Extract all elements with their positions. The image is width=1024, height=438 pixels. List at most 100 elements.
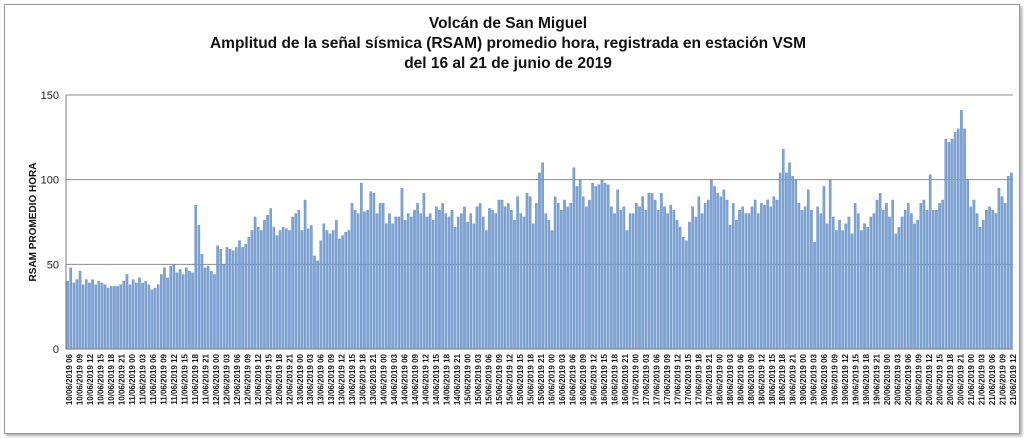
- bar-88: [341, 235, 344, 350]
- bar-288: [966, 179, 969, 350]
- bar-268: [903, 209, 907, 350]
- bar-274: [922, 199, 926, 350]
- bar-10: [97, 281, 101, 350]
- x-tick-label: 11/06/2019 21: [201, 353, 210, 404]
- bar-219: [750, 206, 754, 350]
- bar-301: [1007, 176, 1010, 350]
- bar-217: [744, 213, 748, 350]
- bar-134: [485, 230, 488, 350]
- bar-65: [269, 208, 272, 350]
- bar-179: [625, 230, 629, 350]
- x-tick-label: 10/06/2019 21: [117, 353, 126, 405]
- y-tick-label-0: 0: [53, 344, 59, 356]
- bar-225: [769, 206, 773, 350]
- bar-302: [1010, 172, 1013, 350]
- bar-14: [110, 286, 113, 350]
- bar-50: [222, 264, 226, 350]
- bar-235: [800, 209, 804, 350]
- x-tick-label: 11/06/2019 00: [128, 353, 137, 404]
- x-tick-label: 19/06/2019 06: [820, 353, 829, 405]
- bar-267: [900, 216, 904, 350]
- bar-265: [894, 233, 898, 350]
- bar-26: [147, 284, 151, 350]
- x-tick-label: 19/06/2019 12: [841, 353, 850, 405]
- bar-257: [869, 216, 873, 350]
- bar-121: [444, 213, 448, 350]
- bar-111: [413, 209, 416, 350]
- bar-94: [360, 182, 363, 350]
- x-tick-label: 14/06/2019 09: [411, 353, 420, 405]
- bar-266: [897, 226, 901, 350]
- bar-280: [941, 199, 944, 350]
- bar-224: [766, 199, 769, 350]
- bar-146: [522, 216, 526, 350]
- bar-47: [213, 274, 216, 350]
- bar-108: [403, 220, 407, 350]
- x-tick-label: 17/06/2019 00: [631, 353, 640, 405]
- bar-7: [88, 282, 91, 350]
- bar-285: [957, 128, 960, 350]
- bar-46: [210, 270, 213, 350]
- x-tick-label: 14/06/2019 00: [380, 353, 389, 405]
- x-tick-label: 20/06/2019 12: [925, 353, 934, 405]
- bar-277: [932, 209, 935, 350]
- bar-184: [641, 196, 644, 350]
- bar-297: [994, 213, 998, 350]
- x-tick-label: 17/06/2019 09: [663, 353, 672, 405]
- bar-294: [985, 209, 988, 350]
- bar-81: [319, 240, 323, 350]
- bar-244: [828, 179, 832, 350]
- x-tick-label: 13/06/2019 15: [348, 353, 357, 405]
- bar-199: [688, 221, 691, 350]
- bar-212: [728, 225, 732, 350]
- x-tick-label: 16/06/2019 21: [621, 353, 630, 405]
- bar-183: [638, 206, 641, 350]
- x-tick-label: 10/06/2019 12: [86, 353, 95, 405]
- bar-160: [566, 206, 569, 350]
- bar-32: [166, 277, 169, 350]
- bar-63: [263, 220, 266, 350]
- bar-286: [960, 110, 963, 350]
- x-tick-label: 11/06/2019 06: [149, 353, 158, 404]
- bar-40: [191, 272, 194, 350]
- bar-112: [416, 203, 419, 350]
- bar-197: [681, 237, 685, 350]
- bar-211: [725, 199, 729, 350]
- bar-207: [713, 186, 716, 350]
- bar-74: [297, 209, 301, 350]
- bar-273: [919, 203, 923, 350]
- bar-253: [857, 213, 860, 350]
- bar-300: [1003, 203, 1007, 350]
- bar-36: [178, 269, 182, 350]
- bar-233: [794, 179, 798, 350]
- bar-13: [106, 287, 110, 350]
- bar-59: [250, 230, 254, 350]
- bar-148: [528, 196, 532, 350]
- x-tick-label: 18/06/2019 15: [768, 353, 777, 405]
- bar-176: [616, 189, 619, 350]
- bar-263: [888, 216, 891, 350]
- bar-298: [997, 187, 1001, 350]
- bar-61: [256, 226, 260, 350]
- bar-76: [303, 199, 307, 350]
- bar-87: [338, 238, 341, 350]
- bar-30: [160, 274, 163, 350]
- bar-71: [288, 230, 291, 350]
- bar-299: [1000, 196, 1004, 350]
- bar-180: [628, 213, 632, 350]
- bar-154: [547, 220, 551, 350]
- bar-172: [603, 182, 607, 350]
- bar-169: [594, 186, 598, 350]
- bar-95: [363, 211, 366, 350]
- bar-49: [219, 248, 222, 350]
- bar-133: [481, 216, 485, 350]
- x-tick-label: 12/06/2019 15: [264, 353, 273, 405]
- x-tick-label: 16/06/2019 00: [547, 353, 556, 405]
- bar-60: [253, 216, 257, 350]
- bar-228: [778, 172, 782, 350]
- chart-subtitle-1: Amplitud de la señal sísmica (RSAM) prom…: [209, 35, 807, 52]
- bar-90: [347, 230, 351, 350]
- bar-11: [100, 282, 104, 350]
- chart-subtitle-2: del 16 al 21 de junio de 2019: [404, 55, 612, 72]
- bar-139: [500, 199, 504, 350]
